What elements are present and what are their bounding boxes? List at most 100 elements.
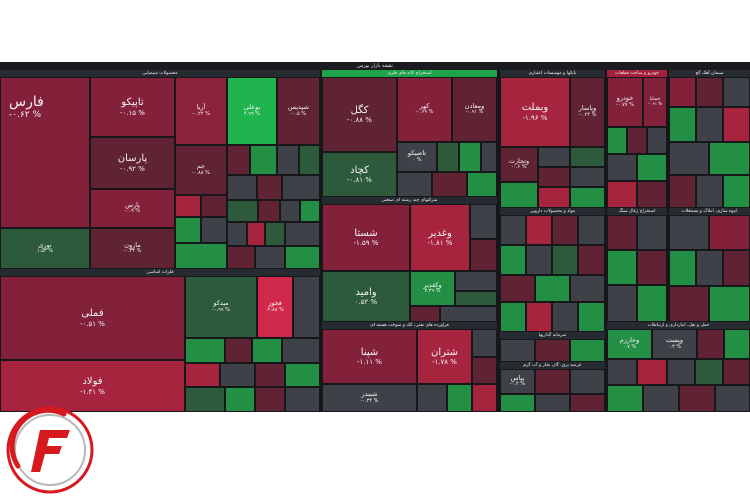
tile-small[interactable] bbox=[185, 387, 225, 412]
tile-small[interactable] bbox=[437, 142, 459, 172]
tile-small[interactable] bbox=[607, 127, 627, 154]
tile-shapdis[interactable]: شپدیس -۰.۵ % bbox=[277, 77, 320, 145]
tile-small[interactable] bbox=[570, 275, 605, 302]
tile-small[interactable] bbox=[227, 222, 247, 246]
tile-fameli[interactable]: فملی -۰.۵۱ % bbox=[0, 276, 185, 360]
tile-fakhooz[interactable]: فخوز -۲.۸۸ % bbox=[257, 276, 293, 338]
tile-small[interactable] bbox=[201, 217, 227, 243]
tile-small[interactable] bbox=[417, 384, 447, 412]
tile-small[interactable] bbox=[669, 77, 696, 107]
tile-small[interactable] bbox=[570, 167, 605, 187]
tile-small[interactable] bbox=[397, 172, 432, 197]
tile-small[interactable] bbox=[470, 239, 497, 271]
tile-small[interactable] bbox=[570, 147, 605, 167]
section-header-oil[interactable]: استخراج کانه های فلزی bbox=[322, 70, 497, 77]
tile-small[interactable] bbox=[175, 243, 227, 269]
tile-khsapa[interactable]: خساپا -۰.۹۱ % bbox=[643, 77, 667, 127]
tile-small[interactable] bbox=[535, 339, 570, 362]
tile-small[interactable] bbox=[459, 142, 481, 172]
tile-small[interactable] bbox=[570, 394, 605, 412]
tile-small[interactable] bbox=[637, 215, 667, 250]
section-header-cement[interactable]: سیمان آهک گچ bbox=[669, 70, 750, 77]
tile-small[interactable] bbox=[500, 394, 535, 412]
tile-foolad[interactable]: فولاد -۱.۴۱ % bbox=[0, 360, 185, 412]
tile-vamid[interactable]: وامید ۰.۵۲ % bbox=[322, 271, 410, 322]
tile-small[interactable] bbox=[535, 394, 570, 412]
tile-small[interactable] bbox=[723, 175, 750, 208]
tile-nouri[interactable]: نوری ۱.۵۳ % bbox=[0, 228, 90, 269]
tile-small[interactable] bbox=[535, 369, 570, 394]
tile-small[interactable] bbox=[255, 387, 285, 412]
tile-small[interactable] bbox=[227, 200, 258, 222]
tile-small[interactable] bbox=[500, 275, 535, 302]
tile-pars[interactable]: پارس -۰.۹ % bbox=[90, 189, 175, 228]
tile-small[interactable] bbox=[467, 172, 497, 197]
tile-small[interactable] bbox=[255, 363, 285, 387]
tile-small[interactable] bbox=[724, 329, 750, 359]
tile-small[interactable] bbox=[696, 107, 723, 142]
tile-small[interactable] bbox=[607, 215, 637, 250]
section-header-food[interactable]: مواد و محصولات دارویی bbox=[500, 208, 605, 215]
tile-small[interactable] bbox=[300, 200, 320, 222]
section-header-construction[interactable]: انبوه سازی، املاک و مستغلات bbox=[669, 208, 750, 215]
tile-kegol[interactable]: کگل -۰.۸۸ % bbox=[322, 77, 397, 152]
tile-vebmelat[interactable]: وبملت -۱.۹۶ % bbox=[500, 77, 570, 147]
tile-small[interactable] bbox=[538, 187, 570, 208]
tile-kehor[interactable]: کهر -۰.۶۹ % bbox=[397, 77, 452, 142]
tile-small[interactable] bbox=[252, 338, 282, 363]
tile-vetejarat[interactable]: وتجارت -۰.۶ % bbox=[500, 147, 538, 182]
tile-vakadir[interactable]: وکغدیر ۳.۳۹ % bbox=[410, 271, 455, 306]
tile-small[interactable] bbox=[299, 145, 320, 175]
tile-small[interactable] bbox=[723, 250, 750, 286]
tile-small[interactable] bbox=[637, 359, 667, 385]
tile-small[interactable] bbox=[255, 246, 285, 269]
tile-shasta[interactable]: شستا -۱.۵۹ % bbox=[322, 204, 410, 271]
tile-small[interactable] bbox=[277, 145, 299, 175]
tile-small[interactable] bbox=[723, 77, 750, 107]
tile-small[interactable] bbox=[500, 215, 526, 245]
tile-small[interactable] bbox=[455, 271, 497, 291]
tile-small[interactable] bbox=[696, 250, 723, 286]
section-header-transport[interactable]: حمل و نقل، انبارداری و ارتباطات bbox=[607, 322, 750, 329]
tile-small[interactable] bbox=[185, 363, 220, 387]
tile-small[interactable] bbox=[647, 127, 667, 154]
tile-small[interactable] bbox=[201, 195, 227, 217]
tile-small[interactable] bbox=[285, 246, 320, 269]
tile-small[interactable] bbox=[432, 172, 467, 197]
tile-small[interactable] bbox=[669, 142, 709, 175]
tile-small[interactable] bbox=[667, 359, 695, 385]
tile-small[interactable] bbox=[715, 385, 750, 412]
section-header-banks[interactable]: بانکها و موسسات اعتباری bbox=[500, 70, 605, 77]
section-header-petrochem[interactable]: محصولات شیمیایی bbox=[0, 70, 320, 77]
tile-small[interactable] bbox=[472, 329, 497, 357]
tile-small[interactable] bbox=[410, 306, 440, 322]
tile-small[interactable] bbox=[500, 182, 538, 208]
tile-small[interactable] bbox=[637, 181, 667, 208]
section-header-multi[interactable]: شرکتهای چند رشته ای صنعتی bbox=[322, 197, 497, 204]
tile-small[interactable] bbox=[570, 187, 605, 208]
tile-small[interactable] bbox=[225, 387, 255, 412]
tile-small[interactable] bbox=[535, 275, 570, 302]
tile-small[interactable] bbox=[607, 181, 637, 208]
tile-small[interactable] bbox=[227, 246, 255, 269]
tile-small[interactable] bbox=[440, 306, 497, 322]
tile-small[interactable] bbox=[538, 167, 570, 187]
tile-small[interactable] bbox=[723, 359, 750, 385]
tile-jam[interactable]: جم -۰.۸۸ % bbox=[175, 145, 227, 195]
tile-small[interactable] bbox=[220, 363, 255, 387]
tile-boali[interactable]: بوعلی ۴.۹۹ % bbox=[227, 77, 277, 145]
tile-small[interactable] bbox=[552, 302, 578, 332]
tile-shapna[interactable]: شپنا -۱.۱۱ % bbox=[322, 329, 417, 384]
tile-small[interactable] bbox=[637, 285, 667, 322]
tile-small[interactable] bbox=[472, 357, 497, 384]
tile-small[interactable] bbox=[709, 142, 750, 175]
tile-midko[interactable]: میدکو -۰.۹۹ % bbox=[185, 276, 257, 338]
tile-small[interactable] bbox=[679, 385, 715, 412]
tile-small[interactable] bbox=[607, 250, 637, 285]
tile-small[interactable] bbox=[709, 215, 750, 250]
tile-small[interactable] bbox=[455, 291, 497, 306]
tile-small[interactable] bbox=[500, 245, 526, 275]
tile-vakhark[interactable]: وخارزم ۰.۷ % bbox=[607, 329, 652, 359]
tile-small[interactable] bbox=[607, 359, 637, 385]
tile-small[interactable] bbox=[470, 204, 497, 239]
